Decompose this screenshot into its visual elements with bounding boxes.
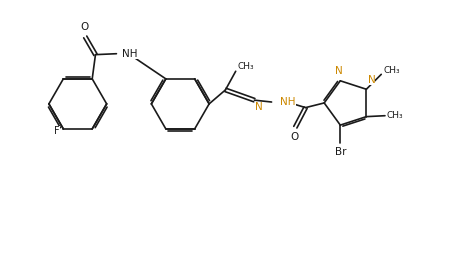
Text: N: N [336, 66, 343, 76]
Text: F: F [54, 126, 60, 136]
Text: O: O [80, 22, 88, 32]
Text: N: N [368, 75, 375, 85]
Text: N: N [255, 102, 263, 112]
Text: CH₃: CH₃ [383, 66, 400, 75]
Text: O: O [290, 132, 299, 142]
Text: CH₃: CH₃ [237, 62, 254, 71]
Text: NH: NH [281, 97, 296, 107]
Text: NH: NH [123, 49, 138, 59]
Text: CH₃: CH₃ [387, 111, 403, 120]
Text: Br: Br [335, 147, 346, 156]
